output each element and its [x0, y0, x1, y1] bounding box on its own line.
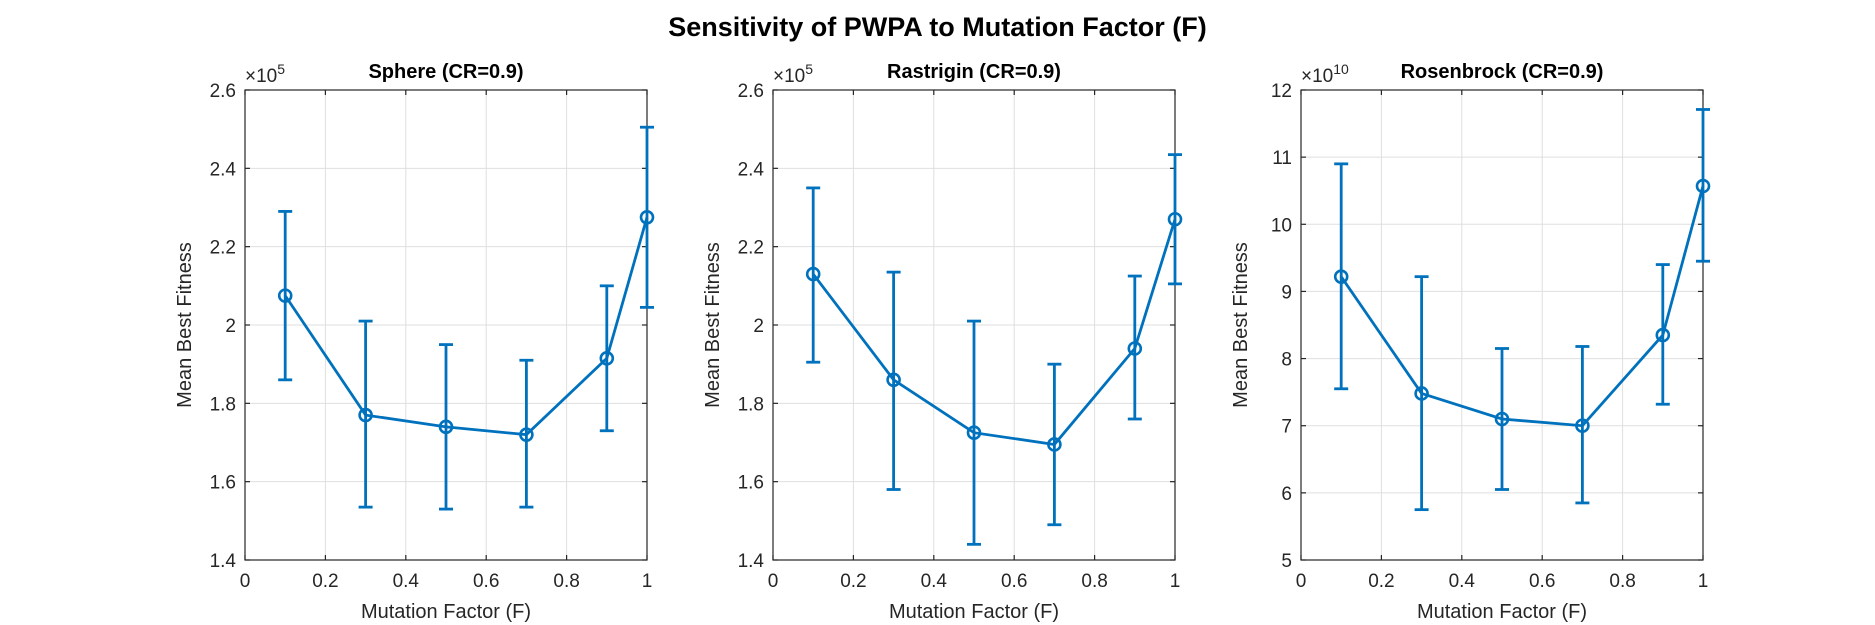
y-tick-label: 2.2 — [210, 238, 236, 259]
data-point — [1494, 411, 1510, 427]
figure-title: Sensitivity of PWPA to Mutation Factor (… — [668, 12, 1207, 42]
y-tick-label: 7 — [1281, 417, 1292, 438]
y-tick-label: 2.4 — [738, 159, 765, 180]
data-point — [966, 425, 982, 441]
y-exponent-power: 5 — [805, 61, 813, 77]
data-point — [1695, 178, 1711, 194]
y-tick-label: 2.4 — [210, 159, 237, 180]
y-tick-label: 6 — [1281, 484, 1292, 505]
y-tick-label: 9 — [1281, 282, 1292, 303]
y-tick-label: 1.8 — [738, 394, 764, 415]
x-tick-label: 0.8 — [553, 571, 579, 592]
y-tick-label: 2 — [753, 316, 764, 337]
data-point — [1655, 327, 1671, 343]
y-tick-label: 1.8 — [210, 394, 236, 415]
data-point — [277, 288, 293, 303]
data-point — [1047, 437, 1062, 452]
y-tick-label: 1.6 — [210, 473, 236, 494]
y-tick-label: 5 — [1281, 551, 1292, 572]
plot-frame — [1300, 89, 1704, 561]
x-tick-label: 1 — [642, 571, 653, 592]
x-tick-label: 0.4 — [921, 571, 948, 592]
x-tick-label: 0.2 — [312, 571, 338, 592]
x-tick-label: 1 — [1170, 571, 1181, 592]
y-tick-label: 11 — [1272, 148, 1292, 169]
x-axis-label: Mutation Factor (F) — [361, 601, 531, 623]
x-tick-label: 0.2 — [840, 571, 866, 592]
y-tick-label: 12 — [1271, 81, 1292, 102]
y-tick-label: 1.4 — [210, 551, 237, 572]
data-point — [438, 419, 454, 435]
y-axis-label: Mean Best Fitness — [1230, 242, 1252, 408]
x-tick-label: 0.4 — [393, 571, 420, 592]
y-tick-label: 2.2 — [738, 238, 764, 259]
y-tick-label: 1.4 — [738, 551, 765, 572]
panel-title: Rastrigin (CR=0.9) — [887, 61, 1061, 83]
data-point — [639, 209, 655, 225]
y-axis-label: Mean Best Fitness — [702, 242, 724, 408]
x-tick-label: 0.8 — [1609, 571, 1635, 592]
chart-rastrigin: 0 0.2 0.4 0.6 0.8 1 1.4 1.6 1.8 2 2.2 2.4 2.6 ×105 Ras… — [702, 61, 1183, 623]
y-exponent-label: ×1010 — [1301, 61, 1349, 87]
x-tick-label: 0.6 — [1529, 571, 1555, 592]
x-tick-label: 0.6 — [1001, 571, 1027, 592]
data-point — [1333, 269, 1349, 284]
data-point — [519, 427, 534, 442]
x-axis-label: Mutation Factor (F) — [1417, 601, 1587, 623]
chart-sphere: 0 0.2 0.4 0.6 0.8 1 1.4 1.6 1.8 2 2.2 2.4 2.6 ×105 Sph… — [174, 61, 655, 623]
y-tick-label: 1.6 — [738, 473, 764, 494]
x-tick-label: 0.8 — [1081, 571, 1107, 592]
x-tick-label: 0.4 — [1449, 571, 1476, 592]
y-exponent-power: 10 — [1333, 61, 1349, 77]
y-exponent-label: ×105 — [773, 61, 813, 87]
y-tick-label: 10 — [1271, 215, 1292, 236]
series-line — [1340, 185, 1705, 428]
panel-title: Rosenbrock (CR=0.9) — [1401, 61, 1604, 83]
data-point — [358, 407, 373, 423]
panel-title: Sphere (CR=0.9) — [368, 61, 523, 83]
data-point — [599, 350, 615, 366]
y-tick-label: 8 — [1281, 350, 1292, 371]
x-tick-label: 0 — [768, 571, 779, 592]
y-exponent-label: ×105 — [245, 61, 285, 87]
data-point — [1167, 211, 1183, 227]
x-tick-label: 0 — [1296, 571, 1307, 592]
y-axis-label: Mean Best Fitness — [174, 242, 196, 408]
data-point — [886, 372, 901, 388]
series-line — [284, 216, 649, 437]
data-point — [1127, 341, 1143, 356]
series-line — [812, 218, 1177, 446]
y-tick-label: 2.6 — [738, 81, 764, 102]
x-tick-label: 0.6 — [473, 571, 499, 592]
x-axis-label: Mutation Factor (F) — [889, 601, 1059, 623]
x-tick-label: 0 — [240, 571, 251, 592]
y-tick-label: 2 — [225, 316, 236, 337]
data-point — [1575, 418, 1590, 434]
x-tick-label: 0.2 — [1368, 571, 1394, 592]
data-point — [805, 266, 821, 282]
y-exponent-power: 5 — [277, 61, 285, 77]
chart-rosenbrock: 0 0.2 0.4 0.6 0.8 1 5 6 7 8 9 10 11 12 ×1010 Rosenbrock… — [1230, 61, 1711, 623]
y-tick-label: 2.6 — [210, 81, 236, 102]
x-tick-label: 1 — [1698, 571, 1709, 592]
data-point — [1414, 386, 1429, 401]
